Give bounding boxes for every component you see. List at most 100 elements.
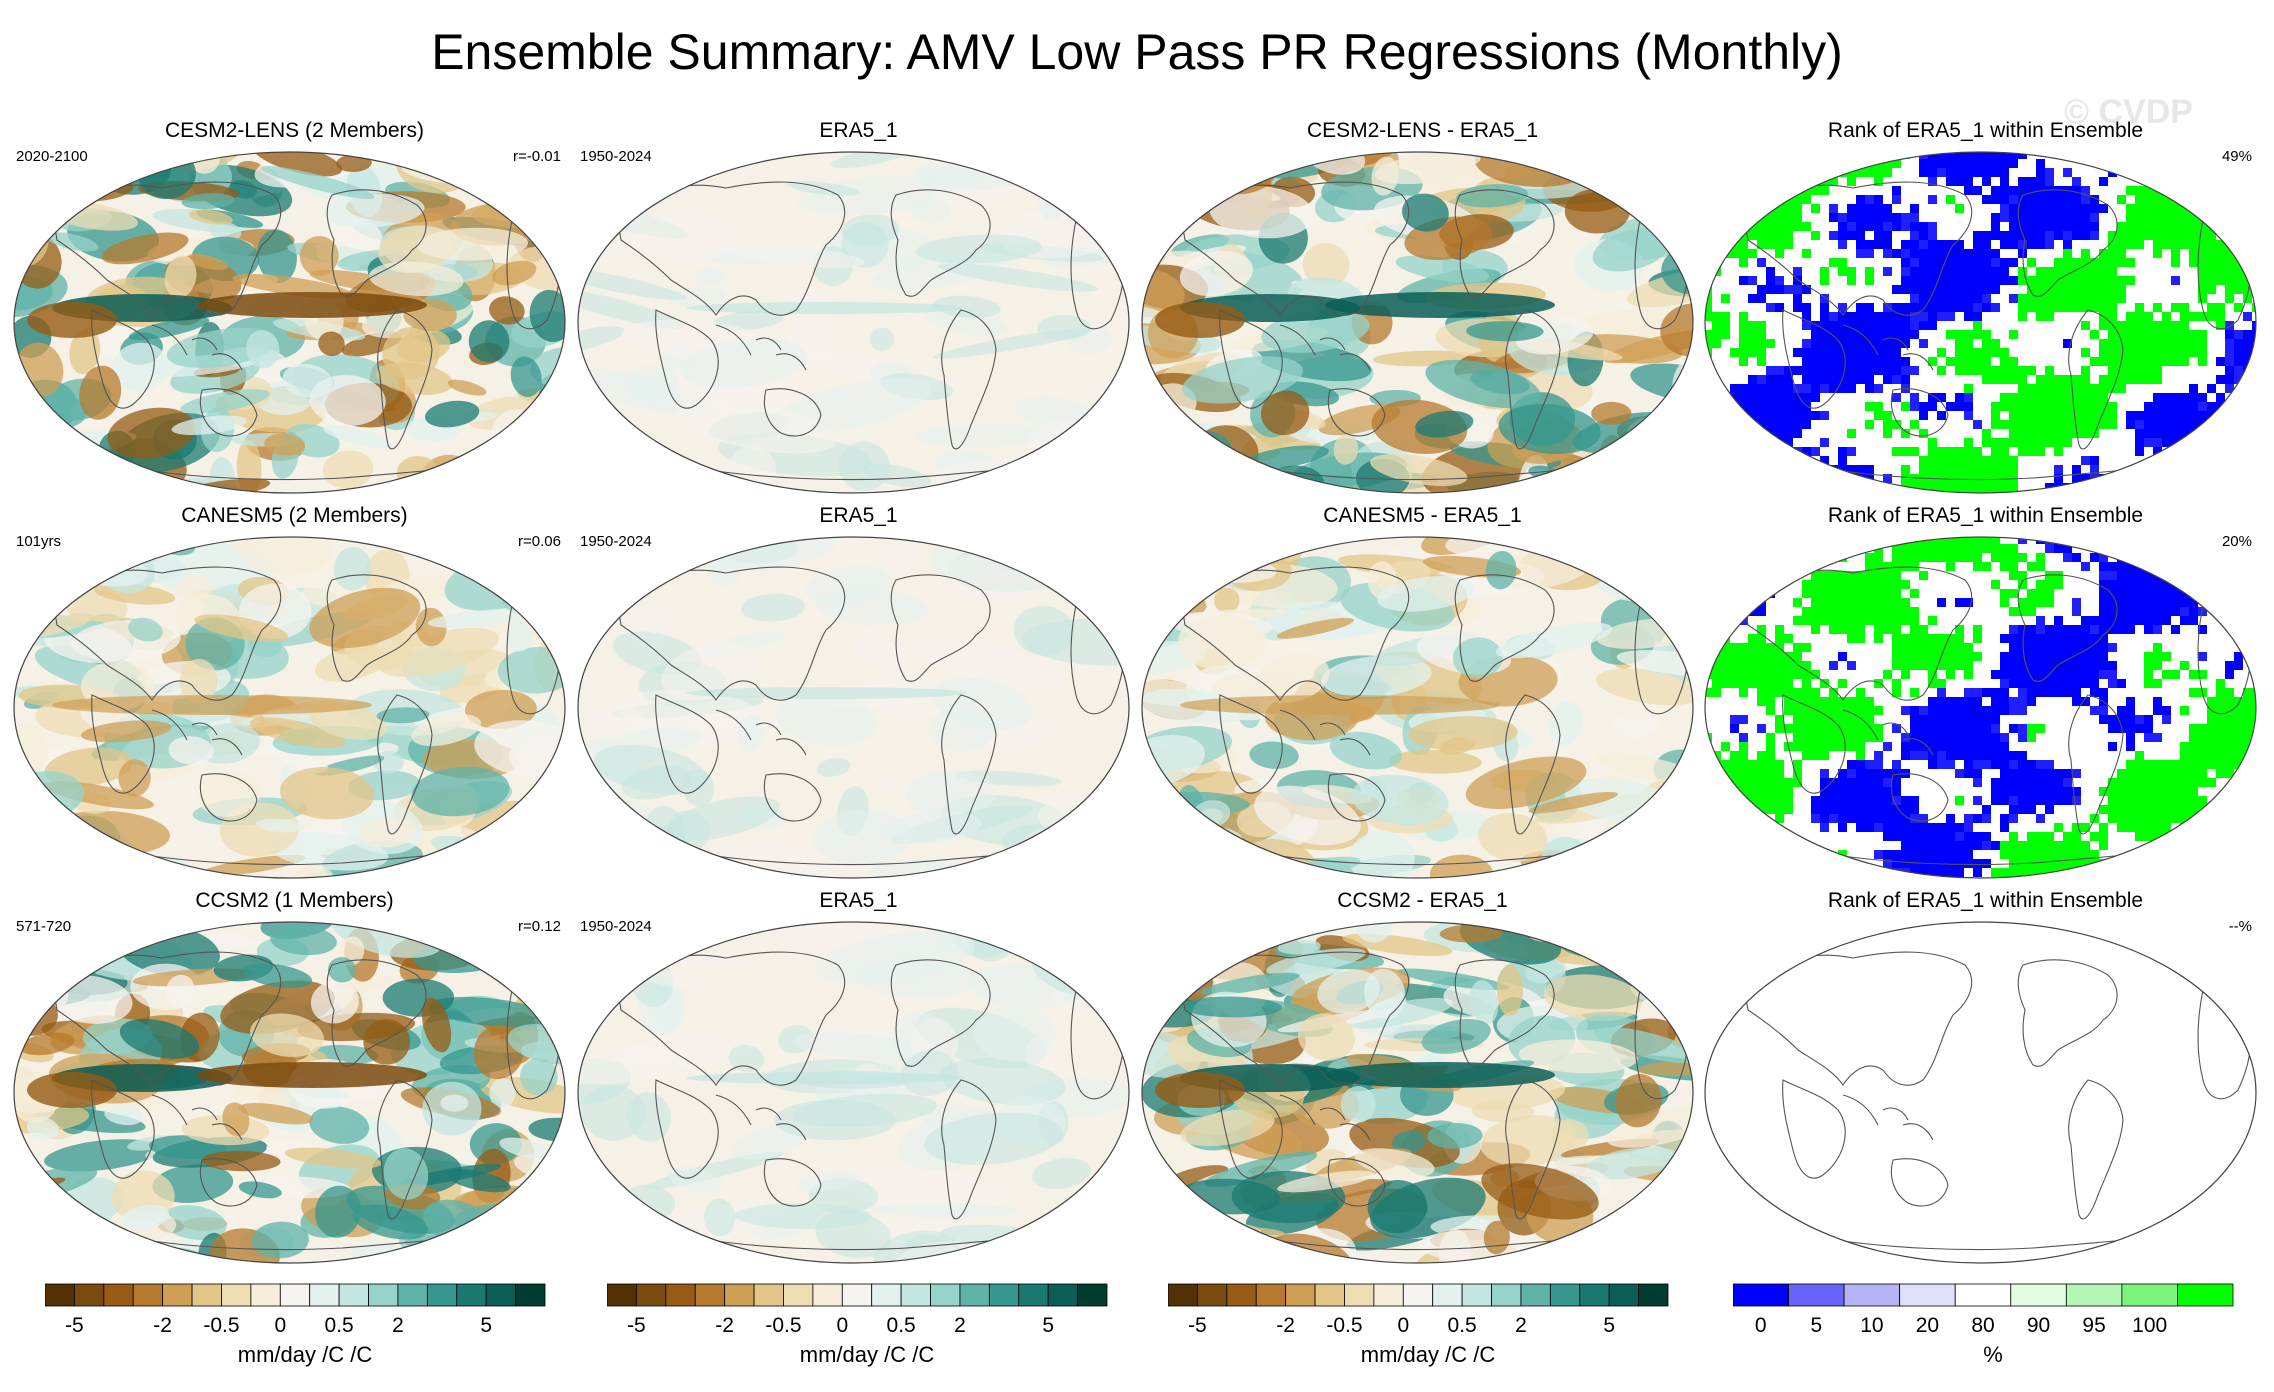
rank-cell <box>2117 778 2126 787</box>
rank-cell <box>1705 562 1712 571</box>
rank-cell <box>1901 276 1910 285</box>
rank-cell <box>1811 589 1820 598</box>
rank-cell <box>1847 267 1856 276</box>
field-blob <box>1471 1100 1534 1123</box>
rank-cell <box>2072 213 2081 222</box>
rank-cell <box>1874 231 1883 240</box>
rank-cell <box>1901 643 1910 652</box>
rank-cell <box>2198 724 2207 733</box>
rank-cell <box>2207 751 2216 760</box>
rank-cell <box>2180 393 2189 402</box>
rank-cell <box>2126 321 2135 330</box>
rank-cell <box>2027 186 2036 195</box>
rank-cell <box>2081 877 2090 878</box>
rank-cell <box>1730 195 1739 204</box>
rank-cell <box>2243 580 2252 589</box>
rank-cell <box>2153 787 2162 796</box>
rank-cell <box>1784 213 1793 222</box>
rank-cell <box>1892 249 1901 258</box>
field-blob <box>168 736 214 765</box>
rank-cell <box>1928 393 1937 402</box>
rank-cell <box>2180 402 2189 411</box>
colorbar-swatch <box>665 1283 696 1307</box>
rank-cell <box>1991 456 2000 465</box>
rank-cell <box>1901 634 1910 643</box>
rank-cell <box>2189 733 2198 742</box>
rank-cell <box>2144 715 2153 724</box>
map-border <box>1704 151 2257 494</box>
rank-cell <box>2036 375 2045 384</box>
rank-cell <box>1705 429 1712 438</box>
rank-cell <box>1793 429 1802 438</box>
rank-cell <box>2000 688 2009 697</box>
field-blob <box>284 1147 382 1169</box>
rank-cell <box>2243 850 2252 859</box>
rank-cell <box>2135 204 2144 213</box>
rank-cell <box>1982 249 1991 258</box>
rank-cell <box>1748 339 1757 348</box>
rank-cell <box>2216 724 2225 733</box>
rank-cell <box>1847 625 1856 634</box>
panel-period-label: 2020-2100 <box>16 148 88 165</box>
rank-cell <box>1784 805 1793 814</box>
field-blob <box>1548 700 1584 746</box>
rank-cell <box>2027 670 2036 679</box>
colorbar-swatch <box>1461 1283 1492 1307</box>
rank-cell <box>2063 267 2072 276</box>
rank-cell <box>1721 841 1730 850</box>
map-border <box>1141 536 1694 879</box>
rank-cell <box>1802 724 1811 733</box>
rank-cell <box>1748 492 1757 493</box>
rank-cell <box>2027 760 2036 769</box>
rank-cell <box>2063 769 2072 778</box>
field-blob <box>1550 1119 1589 1152</box>
rank-cell <box>2144 357 2153 366</box>
rank-cell <box>2063 787 2072 796</box>
field-blob <box>1498 404 1601 455</box>
rank-cell <box>2099 841 2108 850</box>
rank-cell <box>1856 151 1865 159</box>
rank-cell <box>2189 553 2198 562</box>
rank-cell <box>1784 186 1793 195</box>
rank-cell <box>1847 357 1856 366</box>
panel-stat-label: --% <box>2228 918 2252 935</box>
rank-cell <box>2108 402 2117 411</box>
rank-cell <box>1883 796 1892 805</box>
rank-cell <box>2000 823 2009 832</box>
rank-cell <box>1829 177 1838 186</box>
rank-cell <box>1991 267 2000 276</box>
field-blob <box>1347 997 1454 1029</box>
rank-cell <box>1820 706 1829 715</box>
rank-cell <box>1705 553 1712 562</box>
field-blob <box>119 1018 200 1059</box>
rank-cell <box>2144 661 2153 670</box>
rank-cell <box>1784 231 1793 240</box>
rank-cell <box>1838 339 1847 348</box>
rank-cell <box>2162 706 2171 715</box>
rank-cell <box>2198 823 2207 832</box>
rank-cell <box>2171 607 2180 616</box>
rank-cell <box>1775 868 1784 877</box>
rank-cell <box>1739 688 1748 697</box>
field-blob <box>69 328 101 375</box>
rank-cell <box>2189 796 2198 805</box>
rank-cell <box>2063 258 2072 267</box>
rank-cell <box>1937 456 1946 465</box>
rank-cell <box>1721 778 1730 787</box>
rank-cell <box>1973 159 1982 168</box>
rank-cell <box>2180 814 2189 823</box>
rank-cell <box>1766 859 1775 868</box>
rank-cell <box>1892 321 1901 330</box>
rank-cell <box>1784 706 1793 715</box>
rank-cell <box>1739 715 1748 724</box>
rank-cell <box>2009 625 2018 634</box>
rank-cell <box>2018 186 2027 195</box>
map-diff <box>1141 536 1694 879</box>
rank-cell <box>2126 366 2135 375</box>
rank-cell <box>1865 384 1874 393</box>
field-blob <box>1038 1244 1068 1262</box>
rank-cell <box>2216 562 2225 571</box>
rank-cell <box>1910 321 1919 330</box>
rank-cell <box>2135 580 2144 589</box>
rank-cell <box>1928 760 1937 769</box>
